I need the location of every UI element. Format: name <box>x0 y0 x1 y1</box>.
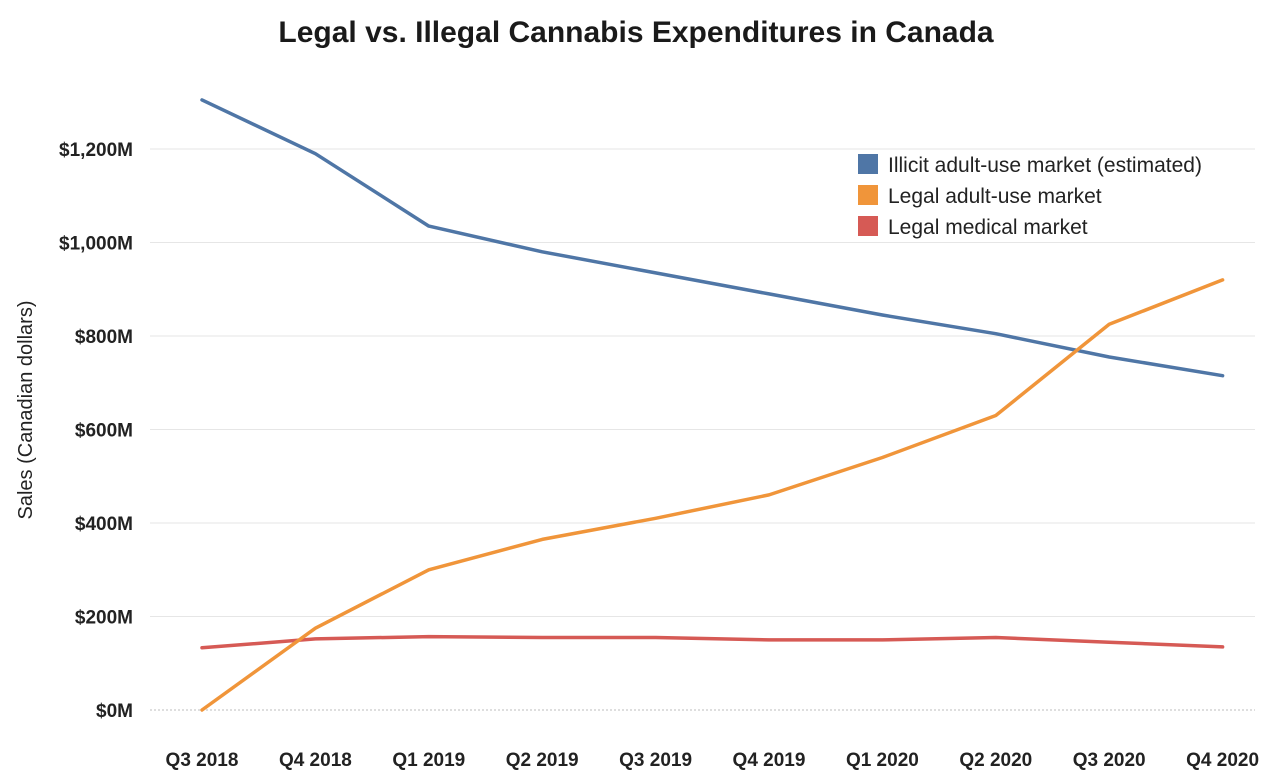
series-line-1 <box>200 278 1225 712</box>
y-axis-ticks: $0M $200M $400M $600M $800M $1,000M $1,200M <box>59 140 133 722</box>
legend: Illicit adult-use market (estimated) Lega… <box>858 154 1202 239</box>
y-tick-label: $1,000M <box>59 234 133 255</box>
chart-title: Legal vs. Illegal Cannabis Expenditures … <box>278 16 994 49</box>
x-tick-label: Q2 2019 <box>506 750 579 771</box>
x-axis-ticks: Q3 2018 Q4 2018 Q1 2019 Q2 2019 Q3 2019 Q4 20… <box>166 750 1260 771</box>
x-tick-label: Q4 2018 <box>279 750 352 771</box>
legend-label: Legal medical market <box>888 216 1088 239</box>
y-tick-label: $200M <box>75 608 133 629</box>
y-tick-label: $1,200M <box>59 140 133 161</box>
y-tick-label: $400M <box>75 514 133 535</box>
x-tick-label: Q1 2020 <box>846 750 919 771</box>
y-tick-label: $600M <box>75 421 133 442</box>
y-tick-label: $800M <box>75 327 133 348</box>
grid-lines <box>150 148 1255 711</box>
y-tick-label: $0M <box>96 701 133 722</box>
legend-label: Illicit adult-use market (estimated) <box>888 154 1202 177</box>
y-axis-label: Sales (Canadian dollars) <box>15 300 37 519</box>
legend-swatch <box>858 216 878 236</box>
x-tick-label: Q4 2020 <box>1186 750 1259 771</box>
legend-swatch <box>858 154 878 174</box>
x-tick-label: Q3 2019 <box>619 750 692 771</box>
series-lines <box>200 98 1225 712</box>
x-tick-label: Q2 2020 <box>959 750 1032 771</box>
x-tick-label: Q4 2019 <box>733 750 806 771</box>
x-tick-label: Q3 2018 <box>166 750 239 771</box>
legend-swatch <box>858 185 878 205</box>
legend-label: Legal adult-use market <box>888 185 1102 208</box>
series-line-2 <box>200 634 1225 650</box>
x-tick-label: Q1 2019 <box>392 750 465 771</box>
x-tick-label: Q3 2020 <box>1073 750 1146 771</box>
series-line-0 <box>200 98 1225 378</box>
